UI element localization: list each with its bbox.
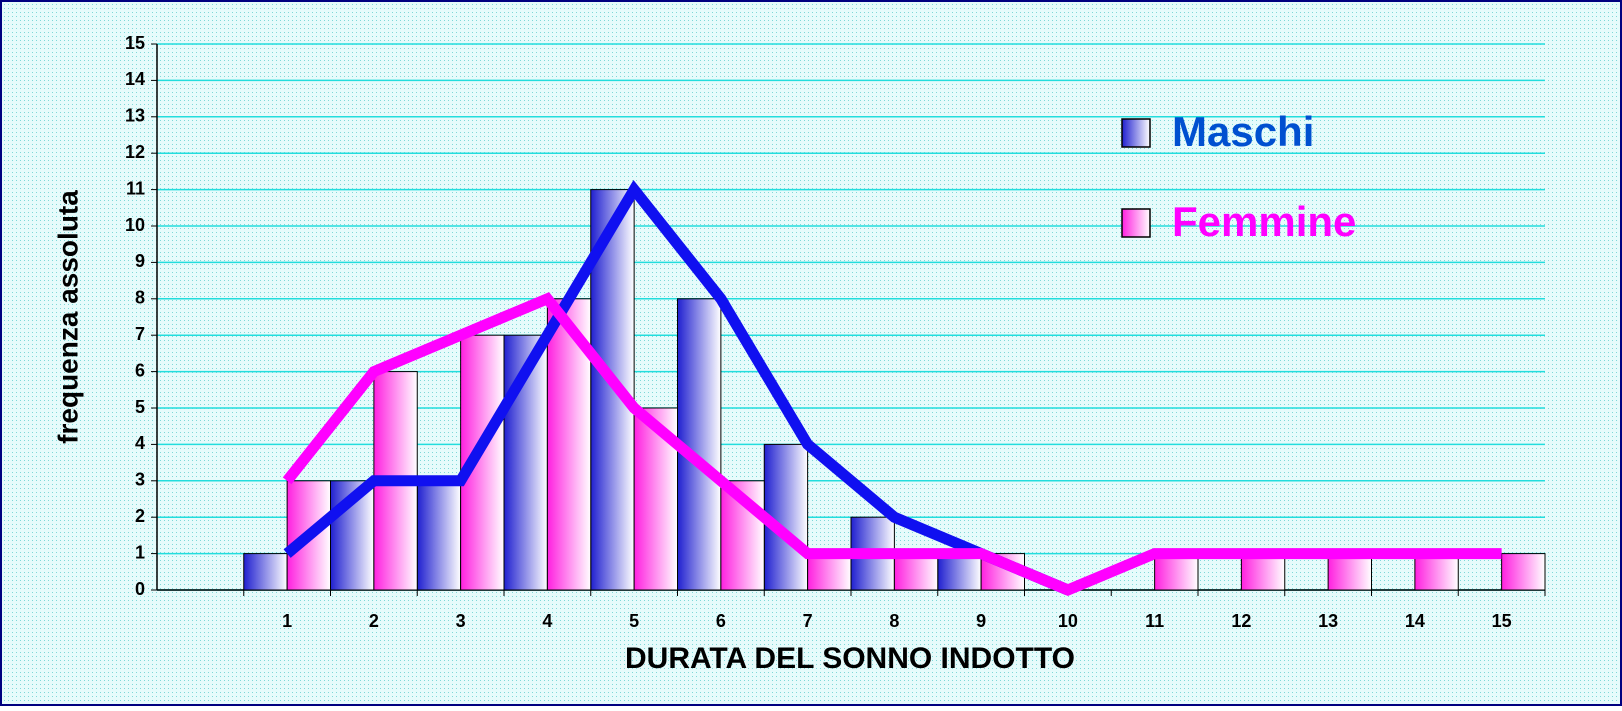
x-tick-label: 12 <box>1231 611 1251 631</box>
x-tick-label: 10 <box>1058 611 1078 631</box>
bar <box>416 480 462 591</box>
x-tick-label: 14 <box>1405 611 1425 631</box>
legend-label: Maschi <box>1172 108 1314 155</box>
bar <box>937 553 982 591</box>
bar <box>243 553 288 591</box>
x-tick-label: 13 <box>1318 611 1338 631</box>
y-tick-label: 14 <box>125 69 145 89</box>
y-tick-label: 9 <box>135 251 145 271</box>
bar <box>807 553 852 591</box>
bar <box>1501 553 1546 591</box>
x-tick-label: 4 <box>542 611 552 631</box>
x-tick-label: 9 <box>976 611 986 631</box>
x-axis-title: DURATA DEL SONNO INDOTTO <box>625 642 1075 675</box>
y-tick-label: 13 <box>125 106 145 126</box>
x-tick-label: 11 <box>1145 611 1164 631</box>
y-tick-label: 2 <box>135 506 145 526</box>
x-tick-label: 1 <box>282 611 292 631</box>
y-tick-label: 0 <box>135 579 145 599</box>
x-tick-label: 7 <box>803 611 813 631</box>
y-tick-label: 3 <box>135 470 145 490</box>
legend-label: Femmine <box>1172 198 1356 245</box>
y-tick-label: 6 <box>135 360 145 380</box>
x-tick-label: 5 <box>629 611 639 631</box>
y-tick-label: 11 <box>126 178 145 198</box>
y-tick-label: 10 <box>125 215 145 235</box>
x-tick-label: 2 <box>369 611 379 631</box>
legend-swatch <box>1121 118 1151 148</box>
y-tick-label: 5 <box>135 397 145 417</box>
x-tick-label: 6 <box>716 611 726 631</box>
x-tick-label: 15 <box>1492 611 1512 631</box>
bar <box>1327 553 1372 591</box>
bar <box>1414 553 1459 591</box>
y-tick-label: 4 <box>135 433 145 453</box>
line <box>282 292 1502 596</box>
y-tick-label: 12 <box>125 142 145 162</box>
x-tick-label: 3 <box>456 611 466 631</box>
bar <box>1240 553 1286 591</box>
y-tick-label: 1 <box>135 542 145 562</box>
legend-swatch <box>1121 208 1151 238</box>
x-tick-label: 8 <box>889 611 899 631</box>
y-tick-label: 8 <box>135 288 145 308</box>
y-axis-title: frequenza assoluta <box>52 190 83 444</box>
y-tick-label: 15 <box>125 33 145 53</box>
line <box>283 179 1071 596</box>
y-tick-label: 7 <box>135 324 145 344</box>
